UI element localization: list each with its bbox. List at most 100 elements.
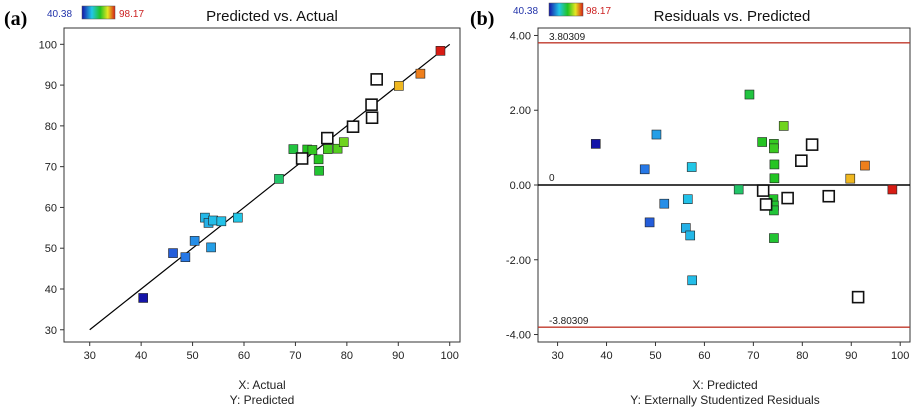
b-xtick-label: 50 xyxy=(649,350,661,362)
b-xtick-label: 30 xyxy=(551,350,563,362)
b-design-point xyxy=(733,184,744,195)
a-design-point xyxy=(168,248,178,258)
b-design-point xyxy=(685,230,696,241)
a-design-point xyxy=(393,81,404,91)
b-design-point-open xyxy=(822,189,836,203)
panel-predicted-vs-actual: (a) 40.38 98.17 Predicted vs. Actual 30 4… xyxy=(4,5,461,407)
a-design-point xyxy=(332,143,343,154)
b-design-point xyxy=(744,89,755,100)
chart-b-title: Residuals vs. Predicted xyxy=(654,8,811,25)
panel-residuals-vs-predicted: (b) 40.38 98.17 Residuals vs. Predicted … xyxy=(470,2,911,407)
gradient-a-bar xyxy=(81,5,116,20)
a-design-point xyxy=(180,252,191,262)
a-ytick-label: 90 xyxy=(45,80,57,92)
chart-a-title: Predicted vs. Actual xyxy=(206,8,338,25)
gradient-b-min-label: 40.38 xyxy=(513,6,538,17)
zero-line-label: 0 xyxy=(549,173,555,184)
a-design-point-open xyxy=(321,131,334,145)
a-design-point-open xyxy=(295,152,309,165)
b-xtick-label: 60 xyxy=(698,350,710,362)
chart-b-ylabel: Y: Externally Studentized Residuals xyxy=(630,393,819,407)
chart-a-xlabel: X: Actual xyxy=(238,378,285,392)
a-design-point xyxy=(206,242,216,253)
b-design-point xyxy=(682,194,693,205)
a-ytick-label: 40 xyxy=(45,284,57,296)
a-design-point-open xyxy=(346,120,360,133)
b-design-point-open xyxy=(851,290,865,304)
a-xtick-label: 30 xyxy=(84,350,96,362)
chart-a-ylabel: Y: Predicted xyxy=(230,393,295,407)
b-design-point xyxy=(651,129,662,140)
gradient-b-bar xyxy=(548,2,584,17)
a-design-point-open xyxy=(370,73,383,86)
b-design-point-open xyxy=(759,198,773,211)
b-xtick-label: 70 xyxy=(747,350,759,362)
a-design-point-open xyxy=(365,98,378,111)
a-design-point xyxy=(216,216,227,227)
b-design-point xyxy=(769,159,780,170)
a-xtick-label: 50 xyxy=(186,350,198,362)
a-design-point xyxy=(323,144,333,154)
b-design-point xyxy=(644,217,655,228)
b-ytick-label: 0.00 xyxy=(510,180,531,192)
a-xtick-label: 60 xyxy=(238,350,250,362)
a-design-point-open xyxy=(365,111,379,125)
a-design-point xyxy=(189,236,200,246)
a-ytick-label: 60 xyxy=(45,202,57,214)
b-design-point-open xyxy=(805,138,819,151)
b-design-point xyxy=(778,121,789,131)
b-ytick-label: -2.00 xyxy=(506,255,531,267)
b-design-point-open xyxy=(756,184,770,197)
b-design-point xyxy=(845,173,856,184)
b-xtick-label: 100 xyxy=(891,350,909,362)
limit-line-label: 3.80309 xyxy=(549,32,586,43)
a-design-point xyxy=(233,212,243,223)
b-design-point xyxy=(757,137,767,147)
fit-line xyxy=(89,43,451,331)
b-xtick-label: 80 xyxy=(796,350,808,362)
gradient-a-max-label: 98.17 xyxy=(119,9,144,20)
panel-a-label: (a) xyxy=(4,8,27,30)
gradient-a-min-label: 40.38 xyxy=(47,9,72,20)
b-design-point xyxy=(860,160,870,171)
b-xtick-label: 40 xyxy=(600,350,612,362)
plot-b-points xyxy=(590,89,898,304)
b-design-point xyxy=(639,164,650,175)
b-design-point xyxy=(769,143,779,154)
a-design-point xyxy=(288,144,299,154)
plot-a-points xyxy=(138,46,446,303)
a-design-point xyxy=(208,215,218,226)
a-ytick-label: 50 xyxy=(45,243,57,255)
a-ytick-label: 30 xyxy=(45,325,57,337)
b-design-point xyxy=(887,184,898,195)
plot-a-frame xyxy=(63,27,461,343)
panel-b-label: (b) xyxy=(470,8,494,30)
a-ytick-label: 70 xyxy=(45,162,57,174)
gradient-b-max-label: 98.17 xyxy=(586,6,611,17)
b-design-point xyxy=(769,173,780,184)
b-ytick-label: -4.00 xyxy=(506,330,531,342)
b-design-point xyxy=(590,139,601,149)
plot-a-fit-line xyxy=(89,43,451,331)
a-xtick-label: 100 xyxy=(441,350,459,362)
a-xtick-label: 40 xyxy=(135,350,147,362)
a-design-point xyxy=(313,154,324,165)
a-design-point xyxy=(435,46,446,56)
a-ytick-label: 80 xyxy=(45,121,57,133)
a-xtick-label: 80 xyxy=(341,350,353,362)
b-xtick-label: 90 xyxy=(845,350,857,362)
b-design-point-open xyxy=(795,154,808,168)
chart-b-xlabel: X: Predicted xyxy=(692,378,757,392)
plot-b-reference-lines: 3.80309 -3.80309 0 xyxy=(538,32,910,328)
a-ytick-label: 100 xyxy=(39,39,57,51)
b-design-point xyxy=(687,275,697,286)
b-design-point xyxy=(659,198,670,209)
b-design-point xyxy=(686,162,697,172)
plot-a-ticks: 30 40 50 60 70 80 90 100 30 40 50 60 70 80 90 100 xyxy=(39,39,459,362)
b-ytick-label: 2.00 xyxy=(510,105,531,117)
a-design-point xyxy=(314,165,324,176)
b-design-point xyxy=(769,233,779,243)
a-design-point xyxy=(307,145,318,155)
